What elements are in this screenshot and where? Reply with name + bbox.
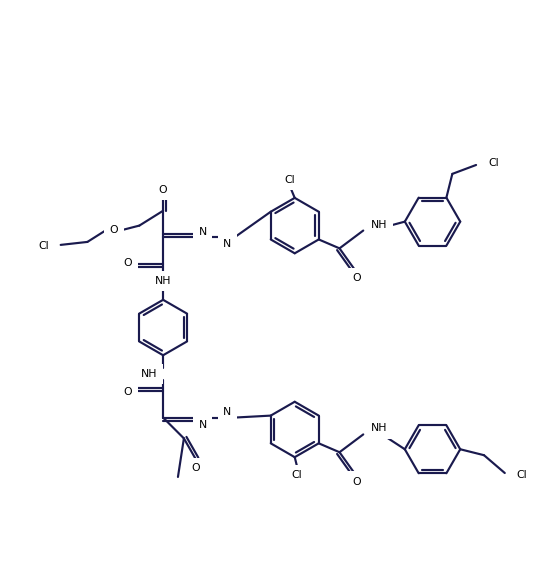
Text: N: N [223,240,231,249]
Text: Cl: Cl [292,470,302,480]
Text: Cl: Cl [488,158,498,168]
Text: N: N [199,420,207,429]
Text: O: O [352,477,361,487]
Text: N: N [223,407,231,416]
Text: O: O [124,258,132,268]
Text: O: O [159,185,168,195]
Text: NH: NH [155,276,171,286]
Text: O: O [124,387,132,397]
Text: O: O [352,273,361,283]
Text: NH: NH [141,369,157,379]
Text: NH: NH [371,424,388,433]
Text: Cl: Cl [38,241,49,251]
Text: O: O [192,463,200,473]
Text: NH: NH [371,220,388,229]
Text: N: N [199,227,207,237]
Text: Cl: Cl [517,470,527,480]
Text: O: O [110,225,119,235]
Text: Cl: Cl [285,175,295,185]
